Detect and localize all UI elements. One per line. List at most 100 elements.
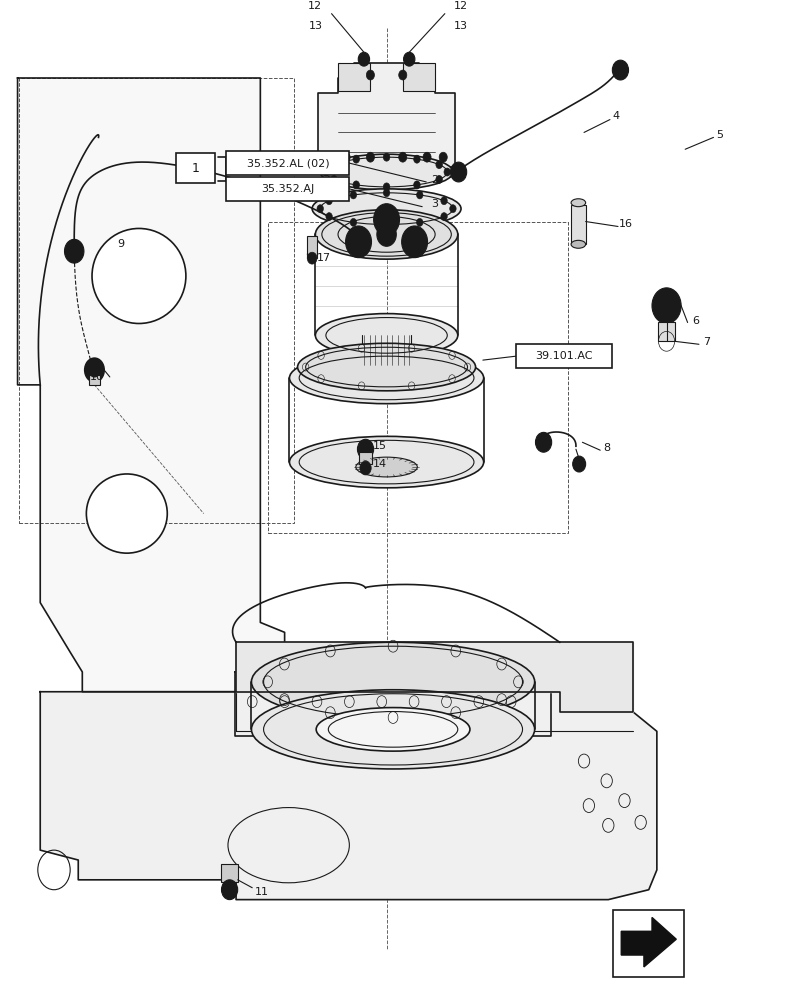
Circle shape (366, 70, 374, 80)
Ellipse shape (251, 642, 534, 721)
Polygon shape (41, 692, 656, 900)
Ellipse shape (92, 228, 186, 323)
Text: 16: 16 (618, 219, 633, 229)
Ellipse shape (570, 199, 585, 207)
Circle shape (398, 152, 406, 162)
Circle shape (84, 358, 104, 382)
Circle shape (436, 161, 442, 169)
Circle shape (358, 52, 369, 66)
Circle shape (416, 218, 423, 226)
Ellipse shape (320, 154, 453, 190)
Ellipse shape (315, 210, 457, 259)
Circle shape (64, 239, 84, 263)
Text: 3: 3 (431, 199, 437, 209)
Circle shape (359, 461, 371, 475)
Ellipse shape (311, 189, 461, 228)
Circle shape (423, 152, 431, 162)
Circle shape (345, 226, 371, 258)
Text: 4: 4 (612, 111, 619, 121)
Bar (307, 236, 316, 258)
Circle shape (383, 189, 389, 197)
Circle shape (398, 70, 406, 80)
Circle shape (611, 60, 628, 80)
Circle shape (413, 181, 419, 189)
Circle shape (350, 191, 356, 199)
Circle shape (373, 204, 399, 235)
Bar (516, 344, 611, 368)
Circle shape (325, 152, 333, 162)
Text: 7: 7 (702, 337, 710, 347)
Circle shape (383, 153, 389, 161)
Circle shape (325, 213, 332, 221)
Polygon shape (18, 78, 285, 692)
Ellipse shape (570, 240, 585, 248)
Bar (358, 452, 371, 464)
Bar (337, 63, 370, 91)
Bar (402, 63, 435, 91)
Ellipse shape (289, 436, 483, 488)
Circle shape (651, 288, 680, 323)
Text: 8: 8 (603, 443, 610, 453)
Circle shape (357, 439, 373, 459)
Circle shape (353, 235, 364, 249)
Circle shape (440, 213, 447, 221)
Ellipse shape (251, 690, 534, 769)
Circle shape (403, 52, 414, 66)
Text: 13: 13 (453, 21, 467, 31)
Ellipse shape (289, 352, 483, 404)
Text: 12: 12 (453, 1, 467, 11)
Text: 5: 5 (715, 130, 723, 140)
Circle shape (330, 175, 337, 183)
Circle shape (416, 191, 423, 199)
Bar (570, 205, 585, 244)
Text: 10: 10 (90, 372, 104, 382)
Text: 13: 13 (308, 21, 322, 31)
Polygon shape (317, 63, 455, 167)
Bar (658, 322, 674, 341)
Bar (221, 864, 238, 882)
Ellipse shape (315, 314, 457, 357)
Circle shape (307, 252, 316, 264)
Circle shape (383, 183, 389, 191)
Circle shape (401, 226, 427, 258)
Circle shape (572, 456, 585, 472)
Bar (612, 910, 684, 977)
Circle shape (325, 197, 332, 205)
Text: 14: 14 (372, 459, 387, 469)
Circle shape (350, 218, 356, 226)
Circle shape (383, 221, 389, 228)
Bar (19, 78, 294, 523)
Ellipse shape (355, 457, 417, 477)
Circle shape (221, 880, 238, 900)
Circle shape (341, 152, 350, 162)
Text: 11: 11 (255, 887, 268, 897)
Polygon shape (236, 642, 632, 712)
Text: 35.352.AL (02): 35.352.AL (02) (247, 158, 328, 168)
Circle shape (376, 223, 396, 246)
Text: 15: 15 (372, 441, 387, 451)
Text: 35.352.AJ: 35.352.AJ (261, 184, 314, 194)
Text: 2: 2 (430, 175, 437, 185)
Circle shape (440, 197, 447, 205)
Ellipse shape (86, 474, 167, 553)
Bar (88, 375, 100, 385)
Circle shape (382, 229, 390, 239)
Polygon shape (620, 917, 676, 967)
Circle shape (436, 175, 442, 183)
Circle shape (413, 155, 419, 163)
Circle shape (353, 181, 359, 189)
Circle shape (444, 168, 450, 176)
Ellipse shape (315, 708, 470, 751)
Circle shape (409, 235, 420, 249)
Circle shape (449, 205, 456, 213)
Circle shape (353, 155, 359, 163)
Text: 12: 12 (308, 1, 322, 11)
Circle shape (322, 168, 328, 176)
Bar (268, 222, 567, 533)
Circle shape (316, 205, 323, 213)
Circle shape (439, 152, 447, 162)
Text: 17: 17 (316, 253, 330, 263)
Ellipse shape (297, 343, 475, 391)
Circle shape (380, 213, 392, 226)
Circle shape (88, 363, 100, 377)
